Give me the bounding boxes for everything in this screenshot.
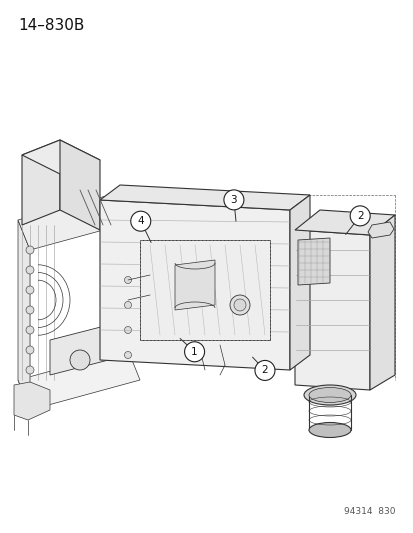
Circle shape xyxy=(124,277,131,284)
Polygon shape xyxy=(294,210,394,235)
Polygon shape xyxy=(50,320,128,375)
Circle shape xyxy=(26,346,34,354)
Circle shape xyxy=(349,206,369,226)
Polygon shape xyxy=(289,195,309,370)
Polygon shape xyxy=(297,238,329,285)
Circle shape xyxy=(230,295,249,315)
Ellipse shape xyxy=(308,387,350,402)
Circle shape xyxy=(70,350,90,370)
Circle shape xyxy=(26,326,34,334)
Text: 94314  830: 94314 830 xyxy=(344,507,395,516)
Polygon shape xyxy=(22,140,60,225)
Polygon shape xyxy=(18,350,140,410)
Circle shape xyxy=(26,306,34,314)
Circle shape xyxy=(26,286,34,294)
Text: 1: 1 xyxy=(191,347,197,357)
Polygon shape xyxy=(14,382,50,420)
Polygon shape xyxy=(60,140,100,230)
Circle shape xyxy=(223,190,243,210)
Polygon shape xyxy=(294,230,369,390)
Polygon shape xyxy=(369,215,394,390)
Polygon shape xyxy=(367,222,393,238)
Text: 14–830B: 14–830B xyxy=(18,18,84,33)
Circle shape xyxy=(124,327,131,334)
Polygon shape xyxy=(22,140,100,175)
Polygon shape xyxy=(100,200,289,370)
Ellipse shape xyxy=(308,423,350,438)
Circle shape xyxy=(233,299,245,311)
Polygon shape xyxy=(100,185,309,210)
Circle shape xyxy=(254,360,274,381)
Polygon shape xyxy=(18,220,30,410)
Text: 2: 2 xyxy=(261,366,268,375)
Circle shape xyxy=(26,246,34,254)
Text: 4: 4 xyxy=(137,216,144,226)
Text: 2: 2 xyxy=(356,211,363,221)
Polygon shape xyxy=(175,260,214,310)
Circle shape xyxy=(124,351,131,359)
Circle shape xyxy=(184,342,204,362)
Ellipse shape xyxy=(303,385,355,405)
Polygon shape xyxy=(140,240,269,340)
Circle shape xyxy=(26,266,34,274)
Circle shape xyxy=(131,211,150,231)
Text: 3: 3 xyxy=(230,195,237,205)
Polygon shape xyxy=(18,190,140,250)
Circle shape xyxy=(26,366,34,374)
Circle shape xyxy=(124,302,131,309)
